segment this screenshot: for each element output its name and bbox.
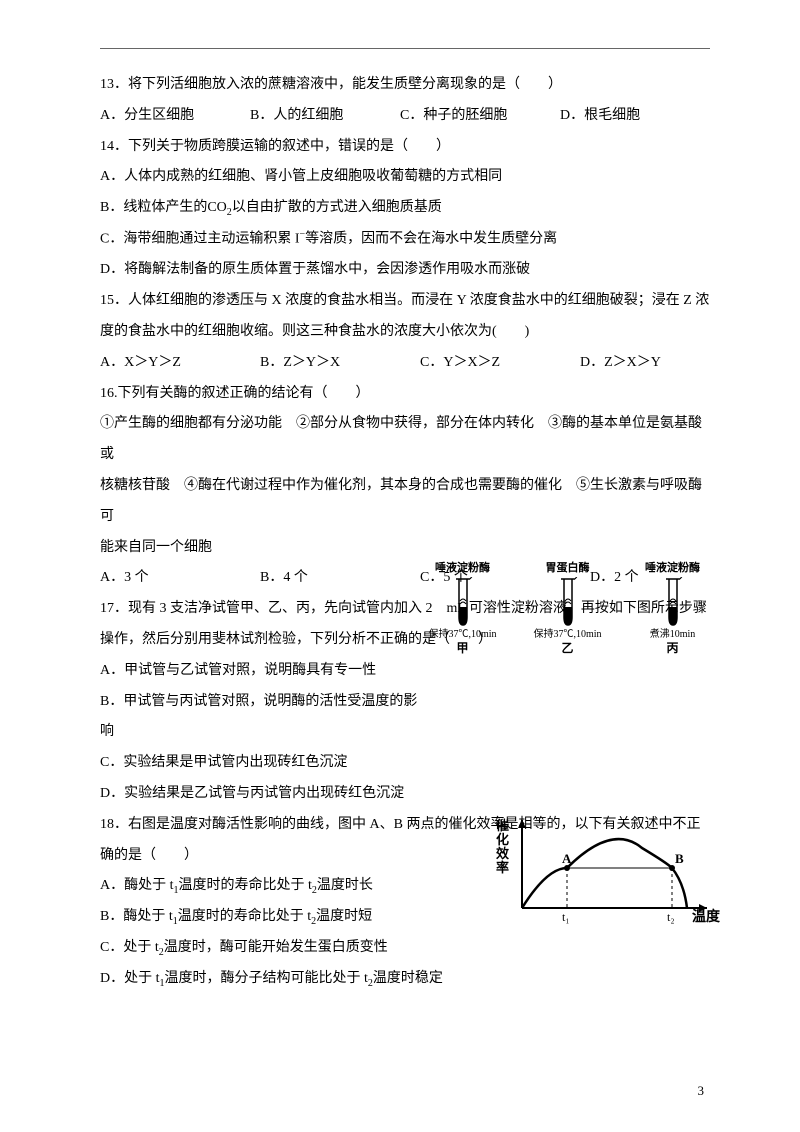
q17-opt-b-line1: B．甲试管与丙试管对照，说明酶的活性受温度的影 (100, 687, 710, 718)
tube-2: 胃蛋白酶 保持37℃,10min 乙 (520, 562, 615, 656)
point-b-label: B (675, 851, 684, 866)
tube-icon (449, 577, 477, 627)
tube-3: 唾液淀粉酶 煮沸10min 丙 (625, 562, 720, 656)
q17-opt-c: C．实验结果是甲试管内出现砖红色沉淀 (100, 748, 710, 779)
q13-opt-a: A．分生区细胞 (100, 101, 250, 132)
tube-2-enzyme: 胃蛋白酶 (520, 562, 615, 575)
q16-line2: 核糖核苷酸 ④酶在代谢过程中作为催化剂，其本身的合成也需要酶的催化 ⑤生长激素与… (100, 471, 710, 533)
q13-opt-c: C．种子的胚细胞 (400, 101, 560, 132)
q15-stem-line2: 度的食盐水中的红细胞收缩。则这三种食盐水的浓度大小依次为( ) (100, 317, 710, 348)
q16-opt-b: B．4 个 (260, 563, 420, 594)
point-a-label: A (562, 851, 572, 866)
q18-opt-d: D．处于 t1温度时，酶分子结构可能比处于 t2温度时稳定 (100, 964, 710, 995)
top-rule (100, 48, 710, 49)
q15-stem-line1: 15．人体红细胞的渗透压与 X 浓度的食盐水相当。而浸在 Y 浓度食盐水中的红细… (100, 286, 710, 317)
q17-opt-a: A．甲试管与乙试管对照，说明酶具有专一性 (100, 656, 710, 687)
t2-label: t₂ (667, 910, 675, 924)
q18-figure: A B t₁ t₂ 温度 催 化 效 率 (492, 808, 722, 928)
q16-line1: ①产生酶的细胞都有分泌功能 ②部分从食物中获得，部分在体内转化 ③酶的基本单位是… (100, 409, 710, 471)
q14-opt-d: D．将酶解法制备的原生质体置于蒸馏水中，会因渗透作用吸水而涨破 (100, 255, 710, 286)
q14-opt-b: B．线粒体产生的CO2以自由扩散的方式进入细胞质基质 (100, 193, 710, 224)
tube-icon (554, 577, 582, 627)
tube-1-name: 甲 (415, 641, 510, 655)
q13-opt-b: B．人的红细胞 (250, 101, 400, 132)
curve-icon: A B t₁ t₂ 温度 催 化 效 率 (492, 808, 722, 928)
tube-3-condition: 煮沸10min (625, 629, 720, 641)
svg-text:效: 效 (496, 846, 510, 861)
q17-figure: 唾液淀粉酶 保持37℃,10min 甲 胃蛋白酶 保持37℃,10min 乙 (415, 562, 720, 656)
page: 13．将下列活细胞放入浓的蔗糖溶液中，能发生质壁分离现象的是（ ） A．分生区细… (0, 0, 800, 1132)
q16-line3: 能来自同一个细胞 (100, 533, 710, 564)
tube-1: 唾液淀粉酶 保持37℃,10min 甲 (415, 562, 510, 656)
svg-text:率: 率 (496, 860, 509, 875)
q17-opt-d: D．实验结果是乙试管与丙试管内出现砖红色沉淀 (100, 779, 710, 810)
t1-label: t₁ (562, 910, 570, 924)
x-axis-label: 温度 (692, 908, 721, 925)
q14-opt-c: C．海带细胞通过主动运输积累 I−等溶质，因而不会在海水中发生质壁分离 (100, 224, 710, 255)
tube-2-name: 乙 (520, 641, 615, 655)
q13-stem: 13．将下列活细胞放入浓的蔗糖溶液中，能发生质壁分离现象的是（ ） (100, 70, 710, 101)
q15-opt-a: A．X＞Y＞Z (100, 348, 260, 379)
svg-text:化: 化 (496, 832, 509, 847)
q13-opt-d: D．根毛细胞 (560, 101, 640, 132)
tube-2-condition: 保持37℃,10min (520, 629, 615, 641)
page-number: 3 (698, 1077, 705, 1106)
tube-1-enzyme: 唾液淀粉酶 (415, 562, 510, 575)
q14-stem: 14．下列关于物质跨膜运输的叙述中，错误的是（ ） (100, 132, 710, 163)
q15-opt-b: B．Z＞Y＞X (260, 348, 420, 379)
q13-options: A．分生区细胞 B．人的红细胞 C．种子的胚细胞 D．根毛细胞 (100, 101, 710, 132)
q14-opt-a: A．人体内成熟的红细胞、肾小管上皮细胞吸收葡萄糖的方式相同 (100, 162, 710, 193)
tube-3-name: 丙 (625, 641, 720, 655)
tube-icon (659, 577, 687, 627)
q16-stem: 16.下列有关酶的叙述正确的结论有（ ） (100, 379, 710, 410)
y-axis-label-1: 催 (496, 818, 509, 833)
q15-opt-c: C．Y＞X＞Z (420, 348, 580, 379)
q16-opt-a: A．3 个 (100, 563, 260, 594)
q15-options: A．X＞Y＞Z B．Z＞Y＞X C．Y＞X＞Z D．Z＞X＞Y (100, 348, 710, 379)
q18-opt-c: C．处于 t2温度时，酶可能开始发生蛋白质变性 (100, 933, 710, 964)
q15-opt-d: D．Z＞X＞Y (580, 348, 661, 379)
tube-1-condition: 保持37℃,10min (415, 629, 510, 641)
tube-3-enzyme: 唾液淀粉酶 (625, 562, 720, 575)
q17-opt-b-line2: 响 (100, 717, 710, 748)
